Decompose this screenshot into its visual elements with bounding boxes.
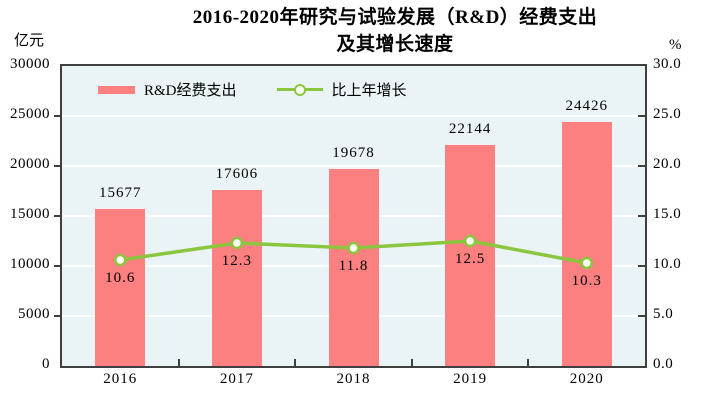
right-axis-tick-label: 20.0: [653, 156, 682, 172]
legend-item-line: 比上年增长: [276, 79, 407, 100]
bar-2020: [561, 121, 612, 366]
right-axis-tick-mark: [638, 315, 645, 317]
growth-line-series: [114, 234, 593, 270]
x-axis-category-label: 2018: [336, 371, 371, 387]
right-axis-tick-mark: [638, 165, 645, 167]
left-axis-tick-mark: [54, 215, 61, 217]
bar-2016: [95, 209, 146, 366]
right-axis-tick-label: 30.0: [653, 56, 682, 72]
chart-title-line2: 及其增长速度: [336, 34, 454, 55]
growth-value-label: 11.8: [338, 258, 369, 274]
right-axis-tick-mark: [638, 215, 645, 217]
left-axis-tick-label: 15000: [10, 206, 50, 222]
left-axis-tick-mark: [54, 265, 61, 267]
gridline: [62, 165, 645, 167]
legend: R&D经费支出 比上年增长: [98, 79, 407, 100]
right-axis-tick-mark: [638, 115, 645, 117]
left-axis-unit-label: 亿元: [14, 33, 45, 49]
growth-value-label: 10.3: [571, 273, 602, 289]
left-axis-tick-label: 0: [42, 356, 50, 372]
legend-label: 比上年增长: [331, 83, 407, 99]
right-axis-tick-mark: [638, 265, 645, 267]
x-axis-tick-mark: [410, 359, 413, 366]
bar-2019: [445, 144, 496, 366]
x-axis-tick-mark: [527, 359, 530, 366]
right-axis-tick-label: 0.0: [653, 356, 674, 372]
plot-area: 15677 17606 19678 22144 24426 10.6 12.3 11.8 12.…: [60, 64, 647, 368]
x-axis-category-label: 2017: [219, 371, 254, 387]
left-axis-tick-label: 20000: [10, 156, 50, 172]
left-axis-tick-mark: [54, 315, 61, 317]
growth-value-label: 10.6: [105, 270, 136, 286]
right-axis-tick-label: 10.0: [653, 256, 682, 272]
bar-2017: [211, 189, 262, 366]
chart-title-line1: 2016-2020年研究与试验发展（R&D）经费支出: [192, 7, 598, 28]
line-swatch-marker: [293, 83, 306, 96]
x-axis-tick-mark: [294, 359, 297, 366]
bar-value-label: 15677: [99, 185, 142, 202]
bar-value-label: 22144: [448, 120, 492, 137]
bar-value-label: 19678: [332, 145, 375, 162]
right-axis-tick-label: 15.0: [653, 206, 682, 222]
right-axis-tick-label: 25.0: [653, 106, 682, 122]
bar-2018: [328, 169, 379, 366]
left-axis-tick-label: 5000: [18, 306, 50, 322]
x-axis-category-label: 2020: [569, 371, 604, 387]
legend-label: R&D经费支出: [144, 83, 237, 99]
growth-value-label: 12.3: [221, 253, 253, 269]
x-axis-category-label: 2016: [103, 371, 138, 387]
bar-value-label: 17606: [215, 165, 259, 182]
legend-item-bars: R&D经费支出: [98, 79, 237, 100]
growth-value-label: 12.5: [454, 251, 486, 267]
right-axis-unit-label: %: [669, 37, 682, 53]
left-axis-tick-label: 10000: [10, 256, 50, 272]
left-axis-tick-label: 25000: [10, 106, 50, 122]
x-axis-category-label: 2019: [453, 371, 488, 387]
x-axis-tick-mark: [177, 359, 180, 366]
left-axis-tick-label: 30000: [10, 56, 50, 72]
chart-title: 2016-2020年研究与试验发展（R&D）经费支出 及其增长速度: [85, 4, 705, 58]
line-swatch-icon: [276, 83, 323, 96]
left-axis-tick-mark: [54, 165, 61, 167]
gridline: [62, 115, 645, 117]
right-axis-tick-label: 5.0: [653, 306, 674, 322]
left-axis-tick-mark: [54, 115, 61, 117]
bar-swatch-icon: [98, 85, 135, 94]
bar-value-label: 24426: [565, 97, 608, 114]
